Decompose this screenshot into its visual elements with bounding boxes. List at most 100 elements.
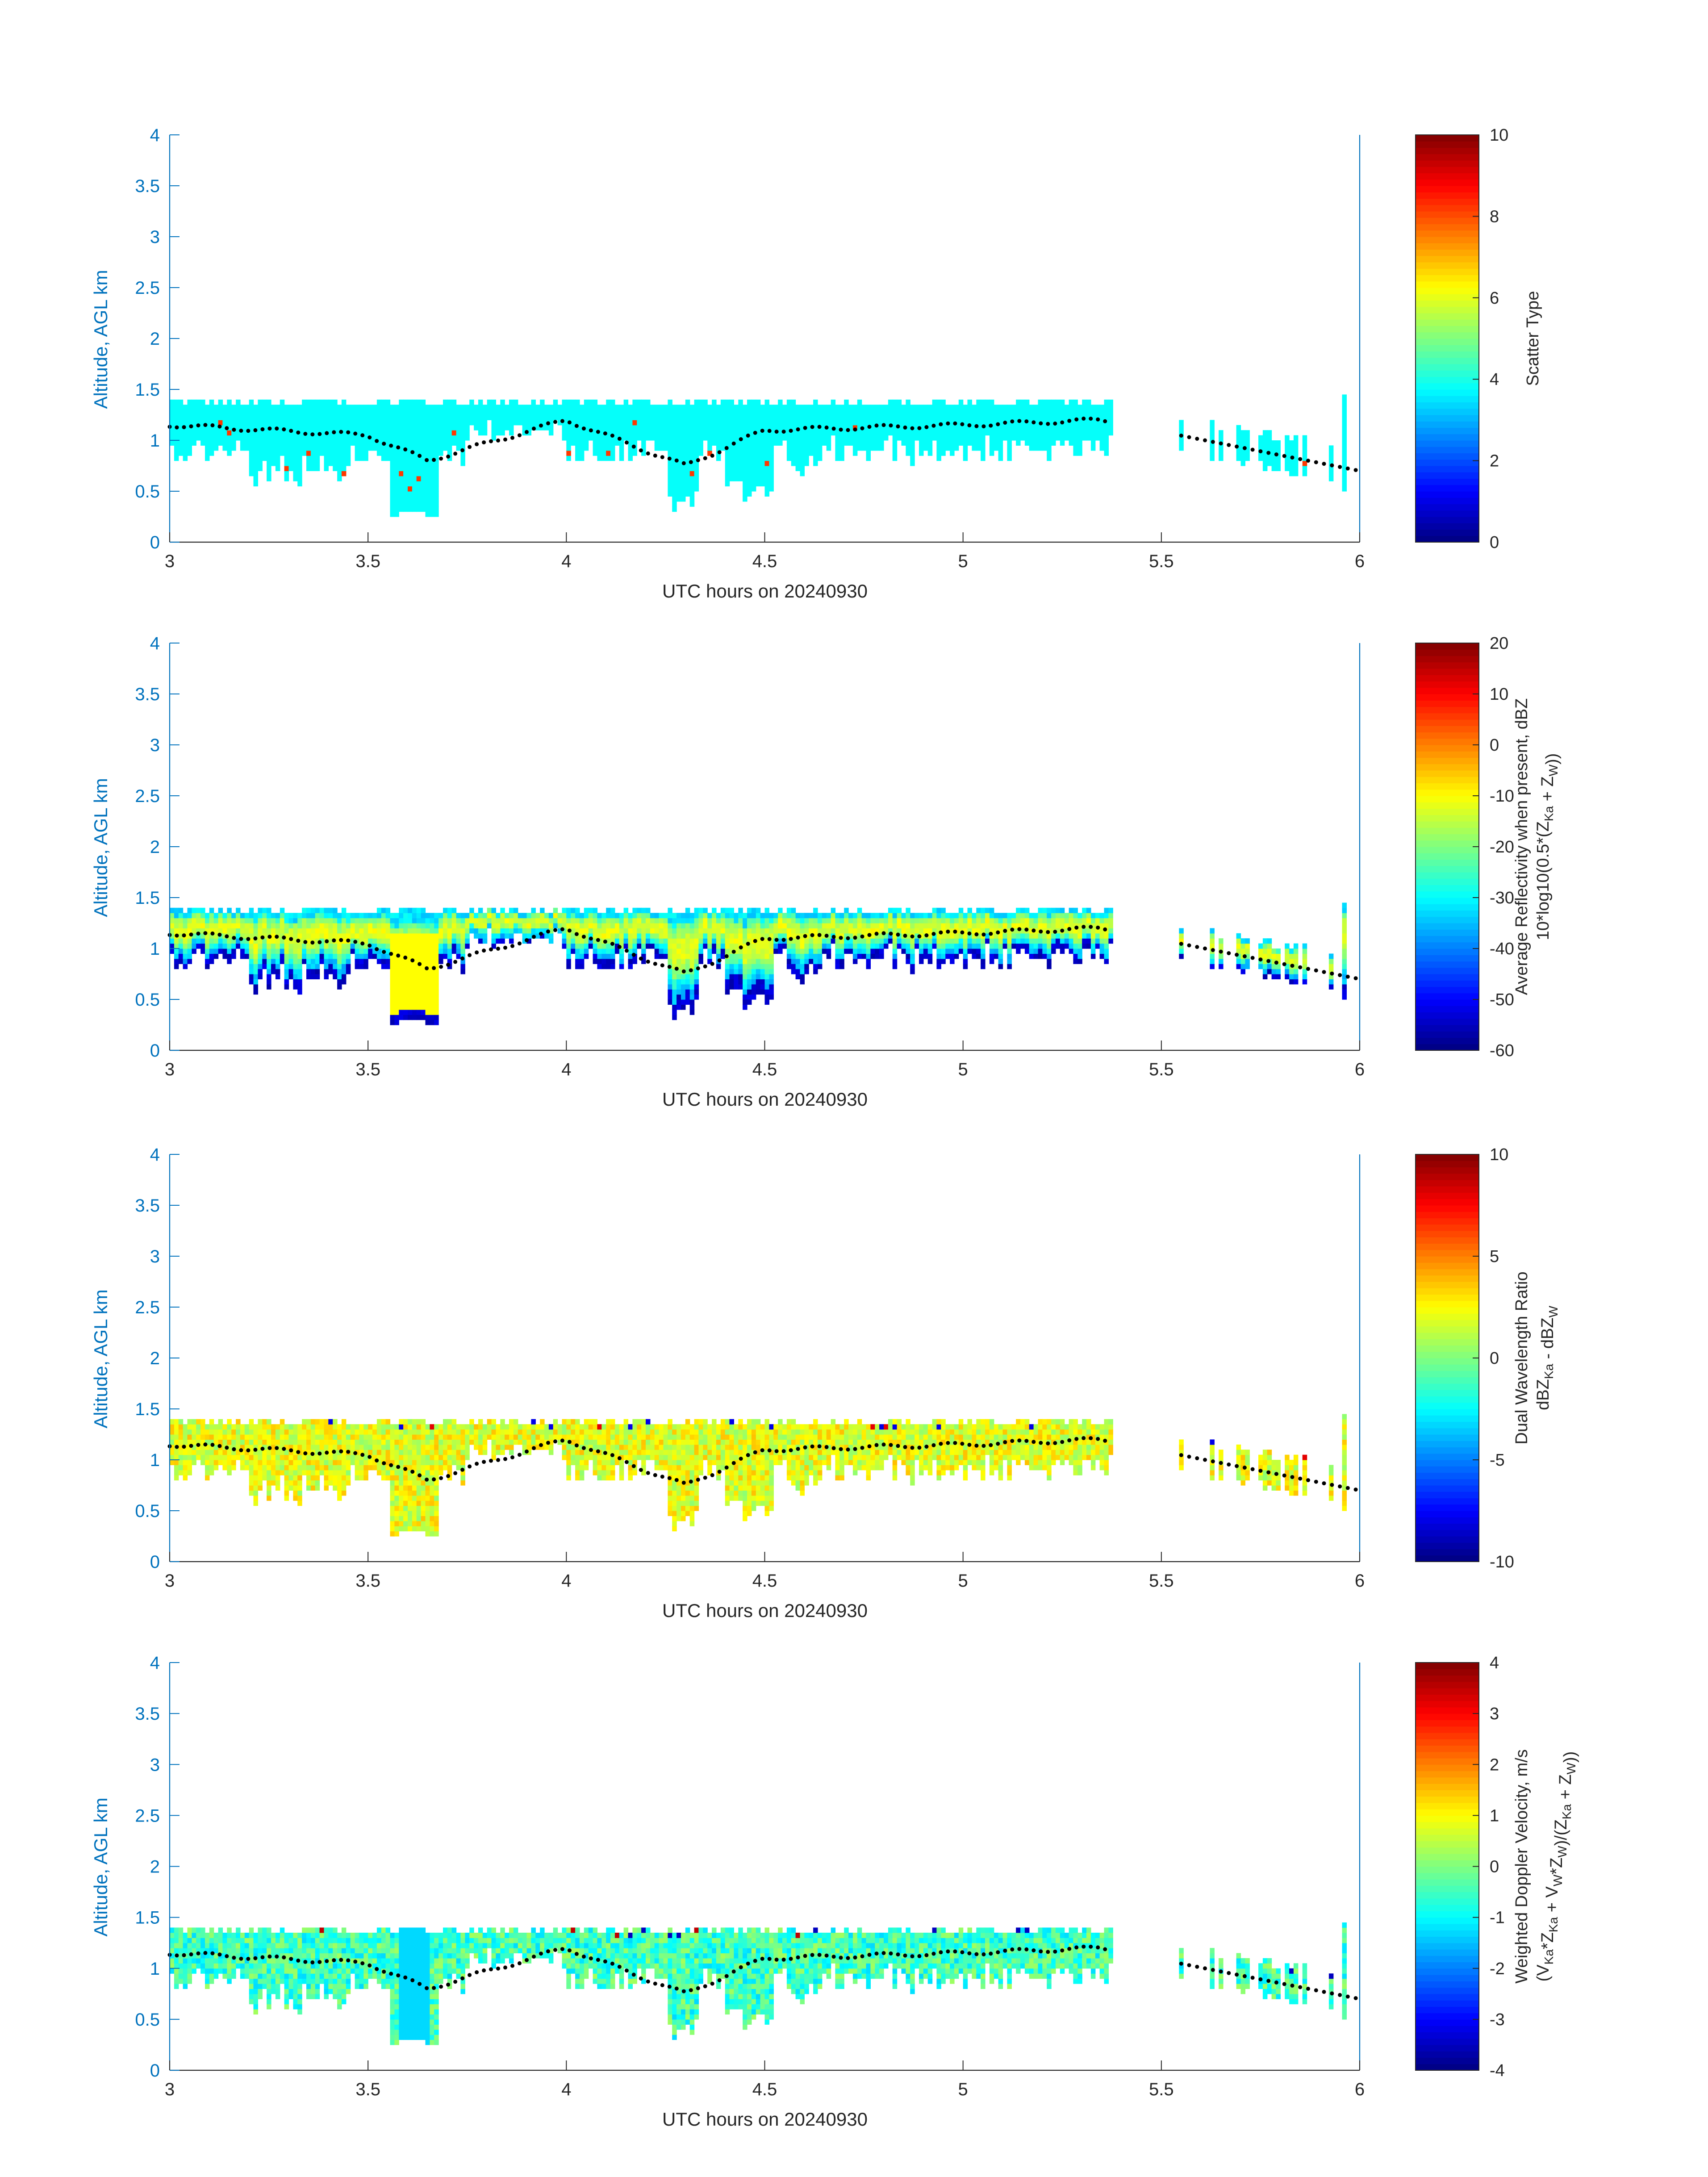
heatmap-cell xyxy=(813,953,818,959)
colorbar-swatch xyxy=(1416,427,1479,435)
heatmap-cell xyxy=(267,430,271,436)
heatmap-cell xyxy=(694,425,699,430)
heatmap-cell xyxy=(866,405,871,410)
cloud-top-marker xyxy=(403,447,408,451)
heatmap-cell xyxy=(293,440,298,446)
heatmap-cell xyxy=(390,450,395,456)
heatmap-cell xyxy=(879,923,884,928)
heatmap-cell xyxy=(773,913,778,919)
heatmap-cell xyxy=(438,949,443,954)
heatmap-cell xyxy=(579,943,585,949)
heatmap-cell xyxy=(958,405,964,410)
heatmap-cell xyxy=(601,440,606,446)
heatmap-cell xyxy=(800,979,805,985)
heatmap-cell xyxy=(584,415,589,420)
heatmap-cell xyxy=(399,425,404,430)
heatmap-cell xyxy=(341,974,347,979)
heatmap-cell xyxy=(1293,466,1299,471)
heatmap-cell xyxy=(491,430,496,436)
heatmap-cell xyxy=(174,415,179,420)
heatmap-cell xyxy=(619,435,624,441)
heatmap-cell xyxy=(328,399,333,405)
heatmap-cell xyxy=(394,460,399,466)
heatmap-cell xyxy=(328,923,333,928)
heatmap-cell xyxy=(685,491,690,497)
heatmap-cell xyxy=(1042,933,1047,939)
heatmap-cell xyxy=(209,928,214,934)
cloud-top-marker xyxy=(1235,444,1239,449)
heatmap-cell xyxy=(394,425,399,430)
heatmap-cell xyxy=(460,415,465,420)
heatmap-cell xyxy=(769,933,774,939)
heatmap-cell xyxy=(196,918,201,923)
heatmap-cell xyxy=(831,430,836,436)
heatmap-cell xyxy=(901,405,906,410)
heatmap-cell xyxy=(359,949,364,954)
heatmap-cell xyxy=(231,430,236,436)
heatmap-cell xyxy=(915,913,919,919)
heatmap-cell xyxy=(192,435,196,441)
heatmap-cell xyxy=(1055,435,1061,441)
heatmap-cell xyxy=(989,409,994,415)
heatmap-cell xyxy=(443,953,448,959)
heatmap-cell xyxy=(271,425,276,430)
heatmap-cell xyxy=(275,923,280,928)
heatmap-cell xyxy=(451,415,457,420)
heatmap-cell xyxy=(575,958,580,964)
heatmap-cell xyxy=(1236,440,1241,446)
heatmap-cell xyxy=(376,938,382,944)
heatmap-cell xyxy=(835,435,840,441)
heatmap-cell xyxy=(756,938,761,944)
heatmap-cell xyxy=(764,476,769,481)
heatmap-cell xyxy=(848,949,853,954)
heatmap-cell xyxy=(927,420,933,426)
heatmap-cell xyxy=(328,440,333,446)
heatmap-cell xyxy=(927,938,933,944)
heatmap-cell xyxy=(875,918,880,923)
heatmap-cell xyxy=(1038,430,1043,436)
heatmap-cell xyxy=(884,943,889,949)
heatmap-cell xyxy=(262,425,267,430)
heatmap-cell xyxy=(236,409,241,415)
heatmap-cell xyxy=(288,974,293,979)
heatmap-cell xyxy=(915,928,919,934)
heatmap-cell xyxy=(729,425,734,430)
heatmap-cell xyxy=(954,409,959,415)
heatmap-cell xyxy=(306,953,311,959)
heatmap-cell xyxy=(434,999,439,1005)
heatmap-cell xyxy=(522,420,527,426)
heatmap-cell xyxy=(593,928,598,934)
heatmap-cell xyxy=(677,409,681,415)
heatmap-cell xyxy=(813,949,818,954)
heatmap-cell xyxy=(729,466,734,471)
heatmap-cell xyxy=(183,913,188,919)
heatmap-cell xyxy=(337,958,342,964)
heatmap-cell xyxy=(760,969,765,974)
heatmap-cell xyxy=(822,928,827,934)
heatmap-cell xyxy=(412,928,417,934)
heatmap-cell xyxy=(786,913,792,919)
heatmap-cell xyxy=(747,450,752,456)
heatmap-cell xyxy=(958,913,964,919)
heatmap-cell xyxy=(236,933,241,939)
heatmap-cell xyxy=(786,455,792,461)
heatmap-cell xyxy=(385,420,391,426)
heatmap-cell xyxy=(764,964,769,969)
heatmap-cell xyxy=(368,918,373,923)
heatmap-cell xyxy=(421,440,426,446)
heatmap-cell xyxy=(659,420,664,426)
heatmap-cell xyxy=(178,913,184,919)
heatmap-cell xyxy=(584,399,589,405)
heatmap-cell xyxy=(434,486,439,492)
heatmap-cell xyxy=(910,445,915,451)
heatmap-cell xyxy=(385,450,391,456)
heatmap-cell xyxy=(460,964,465,969)
heatmap-cell xyxy=(826,405,831,410)
heatmap-cell xyxy=(399,969,404,974)
heatmap-cell xyxy=(734,405,739,410)
heatmap-cell xyxy=(368,430,373,436)
heatmap-cell xyxy=(813,455,818,461)
heatmap-cell xyxy=(892,425,898,430)
heatmap-cell xyxy=(725,476,730,481)
heatmap-cell xyxy=(844,918,849,923)
